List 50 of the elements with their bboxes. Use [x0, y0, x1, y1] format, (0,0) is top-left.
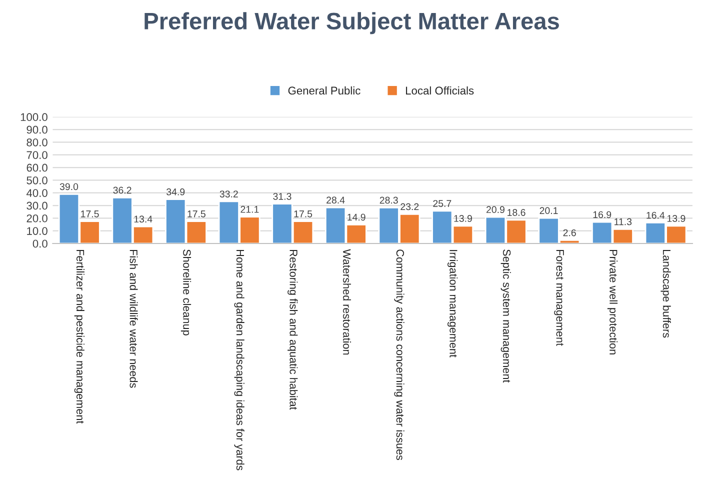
y-tick-label: 40.0	[26, 189, 48, 197]
data-label: 13.4	[134, 216, 152, 223]
data-label: 20.9	[486, 206, 504, 214]
data-label: 13.9	[667, 215, 686, 222]
legend-label: Local Officials	[406, 86, 474, 95]
data-label: 20.1	[540, 207, 558, 214]
y-tick-label: 20.0	[26, 214, 48, 222]
data-label: 16.9	[593, 211, 612, 218]
x-tick-label: Watershed restoration	[343, 249, 351, 355]
x-tick-label: Home and garden landscaping ideas for yards	[234, 250, 244, 470]
y-tick-label: 10.0	[27, 227, 48, 235]
x-tick-label: Forest management	[554, 250, 564, 346]
data-label: 25.7	[433, 200, 452, 207]
y-tick-label: 90.0	[26, 126, 48, 134]
data-label: 13.9	[454, 215, 472, 222]
x-tick-label: Community actions concerning water issues	[394, 250, 404, 460]
x-tick-label: Fertilizer and pesticide management	[74, 250, 84, 424]
y-tick-label: 30.0	[26, 202, 48, 210]
data-label: 18.6	[508, 209, 526, 216]
data-label: 16.4	[646, 212, 665, 219]
y-tick-label: 70.0	[26, 151, 48, 159]
data-label: 39.0	[60, 183, 78, 190]
data-label: 23.2	[400, 203, 419, 210]
x-tick-label: Restoring fish and aquatic habitat	[288, 250, 298, 410]
data-label: 17.5	[81, 210, 99, 218]
x-tick-label: Irrigation management	[448, 250, 458, 358]
y-tick-label: 0.0	[32, 240, 48, 248]
y-tick-label: 80.0	[26, 138, 48, 146]
y-tick-label: 100.0	[20, 113, 48, 122]
data-label: 17.5	[294, 210, 312, 218]
data-label: 28.3	[380, 196, 398, 204]
data-label: 2.6	[563, 229, 576, 236]
data-label: 21.1	[240, 206, 259, 213]
legend-label: General Public	[288, 86, 360, 95]
data-label: 14.9	[348, 214, 366, 221]
data-label: 11.3	[614, 218, 632, 226]
x-tick-label: Fish and wildlife water needs	[130, 250, 138, 388]
x-tick-label: Septic system management	[500, 250, 511, 383]
data-label: 31.3	[273, 192, 292, 200]
x-tick-label: Private well protection	[607, 250, 618, 354]
y-tick-label: 60.0	[26, 164, 48, 172]
data-label: 36.2	[113, 186, 132, 194]
data-label: 34.9	[166, 188, 185, 196]
data-label: 33.2	[220, 190, 238, 198]
x-tick-label: Shoreline cleanup	[180, 250, 192, 336]
x-tick-label: Landscape buffers	[660, 250, 671, 338]
chart-title: Preferred Water Subject Matter Areas	[144, 12, 559, 34]
y-tick-label: 50.0	[26, 176, 48, 184]
data-label: 17.5	[188, 210, 206, 218]
data-label: 28.4	[326, 196, 345, 204]
